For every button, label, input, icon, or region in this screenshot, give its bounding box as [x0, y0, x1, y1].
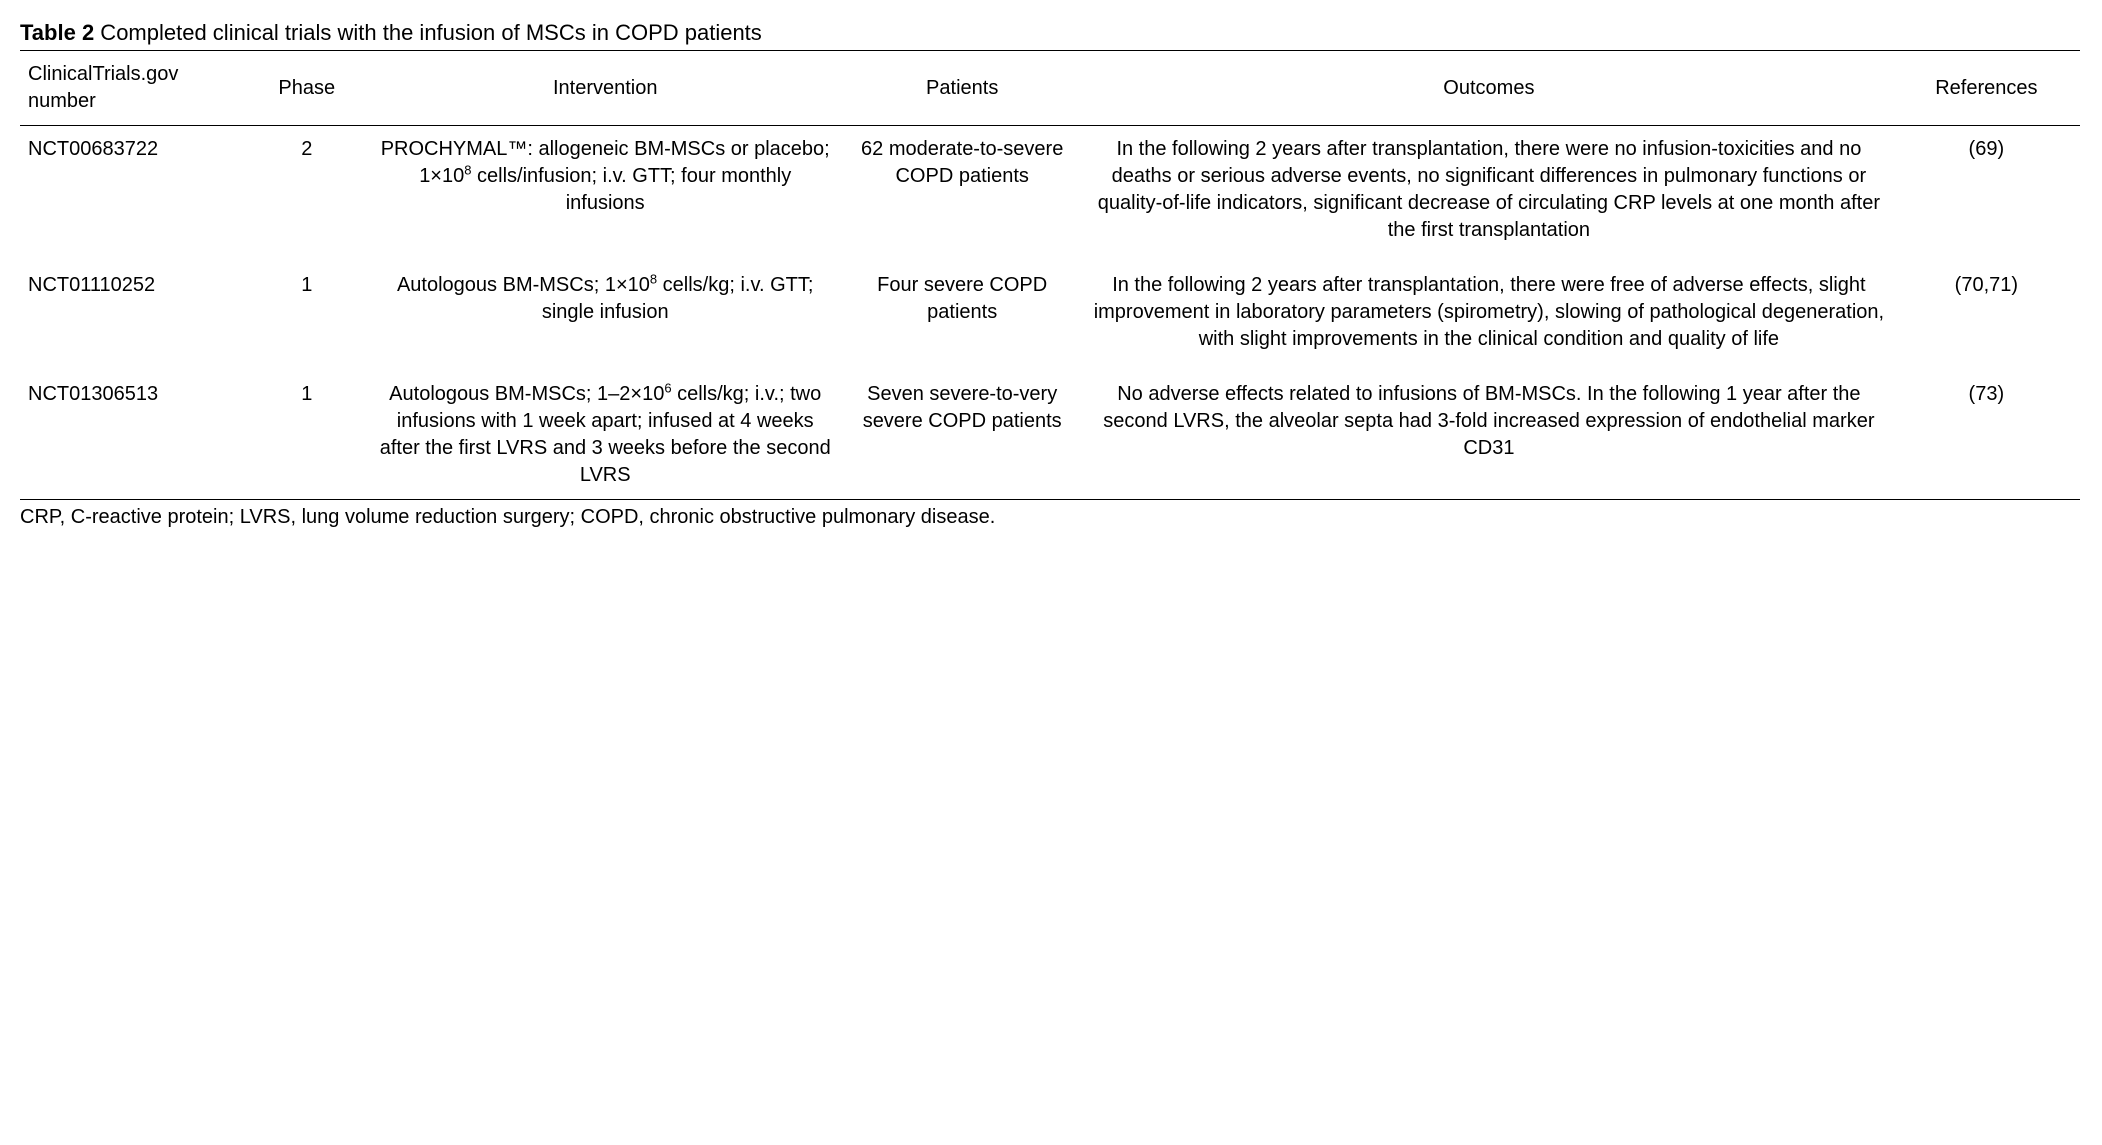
table-row: NCT01306513 1 Autologous BM-MSCs; 1–2×10…: [20, 371, 2080, 500]
cell-outcomes: No adverse effects related to infusions …: [1085, 371, 1893, 500]
clinical-trials-table: ClinicalTrials.gov number Phase Interven…: [20, 50, 2080, 500]
table-header-row: ClinicalTrials.gov number Phase Interven…: [20, 51, 2080, 126]
cell-references: (69): [1893, 126, 2080, 263]
table-row: NCT01110252 1 Autologous BM-MSCs; 1×108 …: [20, 262, 2080, 371]
cell-references: (70,71): [1893, 262, 2080, 371]
cell-trial: NCT01306513: [20, 371, 242, 500]
cell-outcomes: In the following 2 years after transplan…: [1085, 262, 1893, 371]
cell-phase: 2: [242, 126, 371, 263]
cell-patients: 62 moderate-to-severe COPD patients: [839, 126, 1085, 263]
cell-outcomes: In the following 2 years after transplan…: [1085, 126, 1893, 263]
cell-trial: NCT00683722: [20, 126, 242, 263]
cell-patients: Seven severe-to-very severe COPD patient…: [839, 371, 1085, 500]
col-header-outcomes: Outcomes: [1085, 51, 1893, 126]
cell-intervention: PROCHYMAL™: allogeneic BM-MSCs or placeb…: [371, 126, 839, 263]
caption-label: Table 2: [20, 20, 94, 45]
cell-intervention: Autologous BM-MSCs; 1×108 cells/kg; i.v.…: [371, 262, 839, 371]
cell-phase: 1: [242, 262, 371, 371]
cell-intervention: Autologous BM-MSCs; 1–2×106 cells/kg; i.…: [371, 371, 839, 500]
table-container: Table 2 Completed clinical trials with t…: [20, 20, 2080, 529]
col-header-intervention: Intervention: [371, 51, 839, 126]
col-header-patients: Patients: [839, 51, 1085, 126]
cell-references: (73): [1893, 371, 2080, 500]
col-header-references: References: [1893, 51, 2080, 126]
cell-trial: NCT01110252: [20, 262, 242, 371]
caption-text: Completed clinical trials with the infus…: [94, 20, 762, 45]
table-caption: Table 2 Completed clinical trials with t…: [20, 20, 2080, 46]
cell-patients: Four severe COPD patients: [839, 262, 1085, 371]
table-body: NCT00683722 2 PROCHYMAL™: allogeneic BM-…: [20, 126, 2080, 500]
table-footnote: CRP, C-reactive protein; LVRS, lung volu…: [20, 506, 2080, 529]
table-row: NCT00683722 2 PROCHYMAL™: allogeneic BM-…: [20, 126, 2080, 263]
col-header-phase: Phase: [242, 51, 371, 126]
col-header-trial: ClinicalTrials.gov number: [20, 51, 242, 126]
cell-phase: 1: [242, 371, 371, 500]
